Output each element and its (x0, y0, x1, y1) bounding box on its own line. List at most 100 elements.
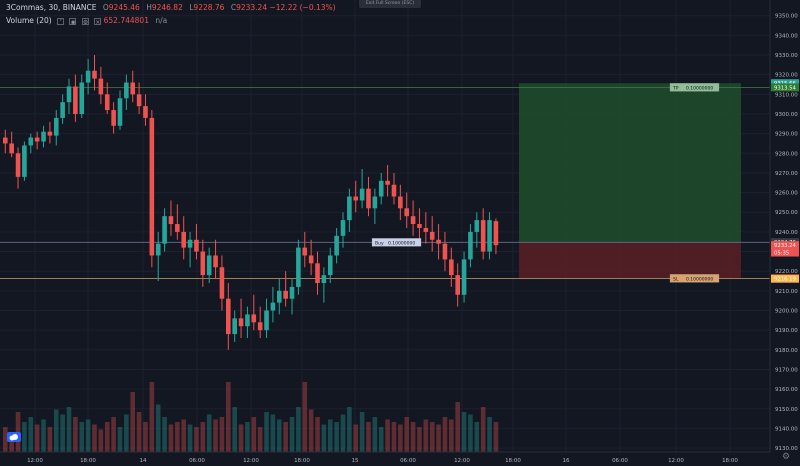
volume-bar (3, 427, 8, 452)
gear-icon[interactable]: ⚙ (782, 452, 791, 462)
candle[interactable] (124, 82, 129, 99)
candle[interactable] (385, 180, 390, 185)
settings-icon[interactable]: ⚙ (81, 17, 89, 26)
symbol-name[interactable]: 3Commas, 30, BINANCE (6, 3, 97, 12)
candle[interactable] (226, 298, 231, 335)
candle[interactable] (15, 153, 21, 177)
stop-loss-tag[interactable] (669, 274, 720, 283)
candle[interactable] (404, 208, 410, 217)
candle[interactable] (194, 239, 199, 252)
candle[interactable] (474, 220, 480, 232)
candle[interactable] (449, 259, 454, 276)
candle[interactable] (104, 94, 110, 111)
candle[interactable] (34, 137, 40, 142)
candle[interactable] (315, 263, 320, 283)
candle[interactable] (353, 196, 359, 201)
eye-icon[interactable]: ◉ (69, 17, 77, 26)
candle[interactable] (347, 196, 352, 221)
candle[interactable] (155, 243, 161, 256)
candle[interactable] (442, 243, 448, 260)
candle[interactable] (66, 86, 72, 103)
candle[interactable] (149, 117, 155, 256)
candle[interactable] (60, 102, 65, 118)
candle[interactable] (340, 220, 346, 236)
close-icon[interactable]: × (94, 17, 102, 26)
price-tick-label: 9170.00 (775, 367, 798, 373)
candle[interactable] (251, 314, 257, 323)
take-profit-tag[interactable] (669, 83, 720, 92)
candle[interactable] (461, 259, 467, 295)
candle[interactable] (187, 239, 193, 248)
candle[interactable] (302, 247, 308, 256)
candle[interactable] (47, 131, 53, 136)
candle[interactable] (283, 290, 288, 299)
candle[interactable] (22, 145, 27, 177)
stop-loss-zone[interactable] (519, 242, 741, 279)
candle[interactable] (79, 82, 85, 114)
volume-study-name[interactable]: Volume (20) (6, 16, 52, 25)
candle[interactable] (480, 220, 486, 252)
exit-fullscreen-button[interactable]: Exit Full Screen (ESC) (359, 0, 421, 8)
candle[interactable] (168, 216, 174, 225)
candle[interactable] (245, 314, 250, 327)
candle[interactable] (410, 216, 416, 225)
candle[interactable] (429, 231, 435, 240)
candle[interactable] (136, 94, 142, 107)
candle[interactable] (206, 255, 212, 276)
candle[interactable] (111, 110, 116, 126)
candle[interactable] (181, 231, 186, 248)
candle[interactable] (9, 143, 14, 154)
candle[interactable] (219, 267, 225, 299)
candle[interactable] (321, 275, 327, 283)
candle[interactable] (143, 106, 148, 118)
candle[interactable] (53, 117, 59, 136)
candle[interactable] (73, 86, 78, 114)
volume-bar (404, 417, 410, 452)
candle[interactable] (232, 318, 237, 335)
candle[interactable] (296, 247, 301, 287)
candle[interactable] (28, 137, 34, 146)
candle[interactable] (493, 221, 499, 246)
candle[interactable] (92, 70, 97, 79)
candle[interactable] (398, 196, 403, 209)
candle[interactable] (213, 255, 218, 268)
candle[interactable] (85, 70, 91, 83)
candle[interactable] (276, 290, 282, 303)
time-tick-label: 15 (352, 458, 359, 464)
candle[interactable] (327, 255, 333, 276)
candle[interactable] (417, 224, 422, 228)
buy-tag[interactable] (371, 238, 422, 247)
take-profit-zone[interactable] (519, 83, 741, 243)
candle[interactable] (130, 82, 136, 95)
candle[interactable] (455, 275, 460, 295)
candle[interactable] (3, 137, 8, 144)
candle[interactable] (308, 255, 314, 264)
candle[interactable] (468, 231, 473, 260)
candle[interactable] (359, 188, 365, 201)
candle[interactable] (436, 239, 441, 244)
candle[interactable] (162, 216, 167, 244)
candle[interactable] (372, 196, 378, 209)
candle[interactable] (366, 188, 371, 209)
price-axis[interactable] (770, 0, 800, 452)
candle[interactable] (391, 184, 397, 197)
candle[interactable] (423, 227, 429, 232)
candle[interactable] (264, 310, 269, 331)
time-axis[interactable] (0, 452, 770, 466)
candle[interactable] (487, 220, 492, 252)
price-tick-label: 9310.00 (775, 92, 798, 98)
candle[interactable] (270, 302, 276, 311)
candle[interactable] (334, 235, 339, 256)
candle[interactable] (41, 131, 46, 142)
candle[interactable] (200, 251, 206, 276)
candle[interactable] (98, 78, 104, 95)
candle[interactable] (257, 322, 263, 331)
candle[interactable] (238, 318, 244, 327)
candle[interactable] (117, 98, 123, 126)
candle[interactable] (175, 224, 180, 232)
candle[interactable] (289, 286, 295, 299)
candle[interactable] (378, 180, 384, 197)
chevron-down-icon[interactable]: ˅ (57, 17, 65, 26)
